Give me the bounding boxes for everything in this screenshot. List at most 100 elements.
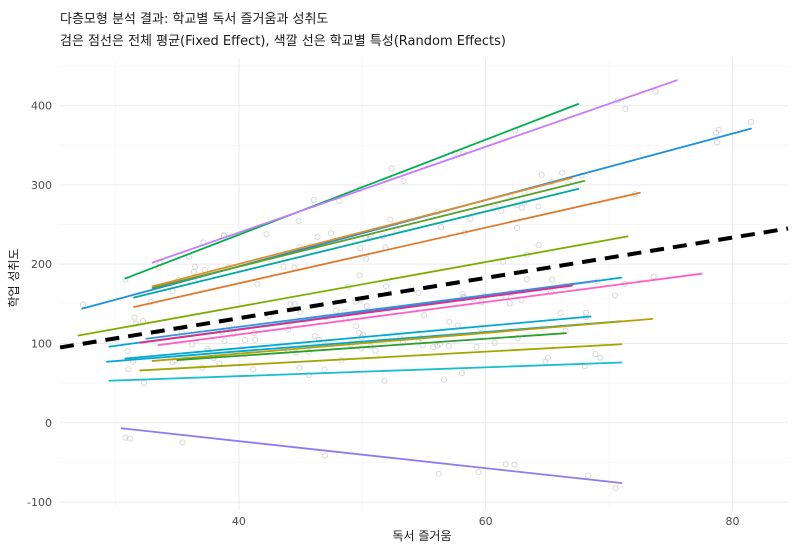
x-axis-title: 독서 즐거움	[392, 529, 451, 543]
data-point	[314, 233, 321, 241]
data-point	[415, 289, 422, 296]
y-axis-title: 학업 성취도	[7, 248, 21, 307]
y-tick-label: 300	[31, 179, 52, 192]
data-point	[321, 366, 328, 373]
data-point	[356, 329, 363, 336]
data-point	[535, 241, 542, 249]
data-point	[321, 452, 329, 459]
tick-labels: 40 60 80 -100 0 100 200 300 400	[27, 100, 739, 528]
data-point	[513, 224, 521, 231]
data-point	[514, 334, 521, 342]
data-point	[435, 470, 442, 477]
data-point	[440, 376, 447, 383]
data-point	[280, 263, 287, 270]
data-point	[477, 324, 484, 332]
data-point	[122, 434, 129, 441]
data-point	[542, 358, 549, 365]
data-point	[291, 300, 298, 308]
data-point	[491, 339, 498, 346]
data-point	[296, 364, 303, 371]
data-point	[356, 272, 363, 279]
data-point	[445, 342, 452, 350]
data-point	[310, 196, 318, 203]
data-point	[363, 255, 370, 263]
school-line-12	[139, 284, 573, 344]
school-line-6	[133, 187, 580, 299]
school-line-17	[139, 343, 623, 372]
data-point	[305, 371, 312, 379]
data-point	[226, 323, 233, 330]
data-point	[473, 343, 480, 350]
data-point	[458, 370, 466, 377]
data-point	[297, 309, 304, 316]
data-point	[557, 309, 564, 317]
data-point	[131, 314, 138, 321]
school-line-13	[124, 315, 592, 360]
data-point	[506, 300, 513, 307]
data-point	[592, 350, 599, 358]
y-tick-label: 0	[45, 417, 52, 430]
data-point	[333, 307, 340, 314]
fixed-effect-line	[59, 226, 789, 350]
data-point	[535, 203, 542, 210]
data-point	[252, 336, 259, 343]
y-tick-label: -100	[27, 496, 52, 509]
data-point	[122, 276, 129, 283]
data-point	[558, 169, 566, 176]
school-line-18	[108, 361, 623, 382]
data-point	[421, 312, 428, 319]
data-point	[597, 354, 604, 361]
data-point	[459, 290, 466, 298]
data-point	[79, 301, 87, 308]
data-point	[747, 118, 754, 126]
data-point	[622, 105, 629, 112]
data-point	[715, 126, 722, 133]
school-line-1	[124, 103, 580, 280]
y-tick-label: 400	[31, 100, 52, 113]
data-point	[327, 230, 335, 237]
data-point	[549, 276, 556, 283]
data-point	[191, 263, 199, 270]
data-point	[387, 216, 394, 223]
data-point	[475, 469, 482, 476]
data-point	[713, 139, 721, 146]
data-point	[650, 273, 657, 280]
data-point	[353, 323, 360, 330]
series-lines	[77, 79, 752, 484]
school-line-5	[151, 180, 586, 289]
school-line-16	[176, 332, 567, 362]
x-tick-label: 40	[232, 515, 246, 528]
chart-title: 다층모형 분석 결과: 학교별 독서 즐거움과 성취도	[60, 12, 328, 27]
data-point	[188, 341, 195, 348]
data-point	[295, 217, 302, 225]
school-line-4	[151, 176, 573, 288]
school-line-7	[133, 191, 641, 308]
data-point	[582, 309, 590, 316]
data-point	[518, 204, 526, 211]
data-point	[437, 224, 445, 231]
data-point	[652, 88, 659, 95]
data-point	[190, 268, 197, 276]
data-point	[400, 178, 407, 185]
school-line-19	[120, 427, 623, 484]
school-line-10	[145, 279, 598, 340]
data-point	[612, 484, 619, 492]
scatter-points	[79, 88, 754, 492]
data-point	[446, 318, 453, 325]
data-point	[454, 322, 462, 329]
data-point	[263, 231, 270, 238]
data-point	[372, 347, 379, 354]
y-tick-label: 100	[31, 337, 52, 350]
data-point	[315, 336, 323, 344]
data-point	[430, 344, 437, 351]
y-tick-label: 200	[31, 258, 52, 271]
x-tick-label: 60	[479, 515, 493, 528]
data-point	[357, 245, 364, 252]
data-point	[363, 303, 370, 310]
data-point	[254, 281, 261, 288]
data-point	[502, 461, 509, 468]
chart-subtitle: 검은 점선은 전체 평균(Fixed Effect), 색깔 선은 학교별 특성…	[60, 34, 506, 49]
data-point	[126, 435, 133, 442]
